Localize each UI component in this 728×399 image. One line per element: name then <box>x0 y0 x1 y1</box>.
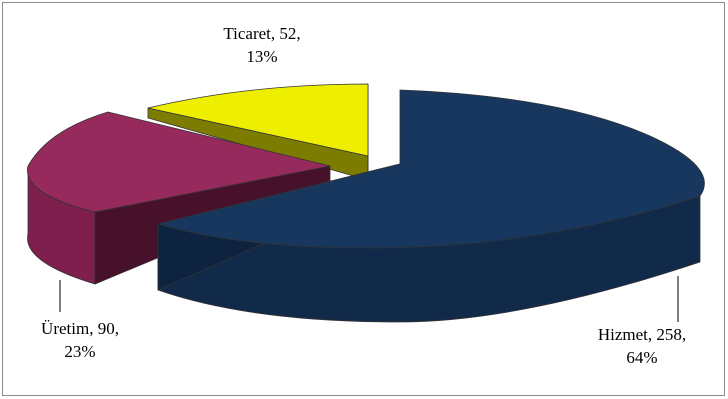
slice-uretim-top <box>27 111 331 213</box>
slice-hizmet-top <box>156 89 705 249</box>
label-hizmet-line2: 64% <box>626 348 657 367</box>
label-uretim-line2: 23% <box>64 342 95 361</box>
label-ticaret-line2: 13% <box>246 47 277 66</box>
label-ticaret-line1: Ticaret, 52, <box>223 24 300 43</box>
label-uretim-line1: Üretim, 90, <box>41 319 119 338</box>
slice-hizmet <box>156 89 705 323</box>
label-hizmet-line1: Hizmet, 258, <box>598 325 686 344</box>
slice-ticaret-top <box>147 83 369 157</box>
